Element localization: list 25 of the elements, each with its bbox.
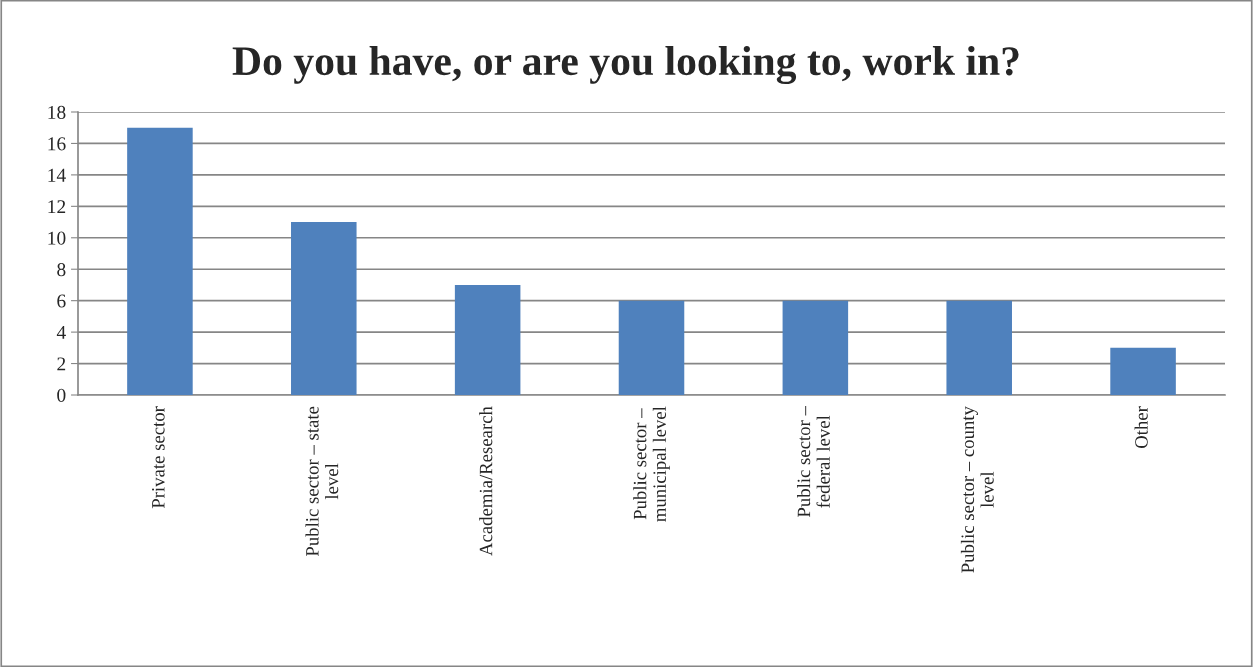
x-tick-label: Other (1134, 406, 1148, 449)
bar (946, 300, 1012, 395)
y-tick-label: 18 (48, 105, 66, 119)
x-tick-label: Academia/Research (479, 406, 493, 556)
chart-title: Do you have, or are you looking to, work in? (232, 45, 1019, 85)
x-tick-label: Public sector – federal level (797, 405, 830, 518)
x-tick-label: Public sector – county level (960, 406, 994, 573)
y-tick-label: 10 (48, 231, 66, 245)
bar (127, 127, 193, 395)
x-tick-label: Public sector – state level (305, 406, 339, 557)
y-tick-label: 8 (57, 263, 66, 277)
bar (782, 300, 849, 395)
y-tick-label: 0 (57, 388, 66, 402)
bar (618, 300, 685, 395)
y-tick-label: 2 (57, 357, 66, 371)
y-tick-label: 6 (57, 294, 66, 308)
y-tick-label: 12 (48, 200, 66, 214)
y-tick-label: 14 (48, 168, 66, 182)
y-tick-label: 4 (56, 326, 66, 339)
x-tick-label: Private sector (152, 406, 165, 509)
bar (291, 222, 357, 395)
y-tick-label: 16 (48, 137, 66, 151)
bar (1110, 347, 1176, 395)
bar (454, 284, 521, 395)
x-tick-label: Public sector – municipal level (633, 406, 670, 522)
